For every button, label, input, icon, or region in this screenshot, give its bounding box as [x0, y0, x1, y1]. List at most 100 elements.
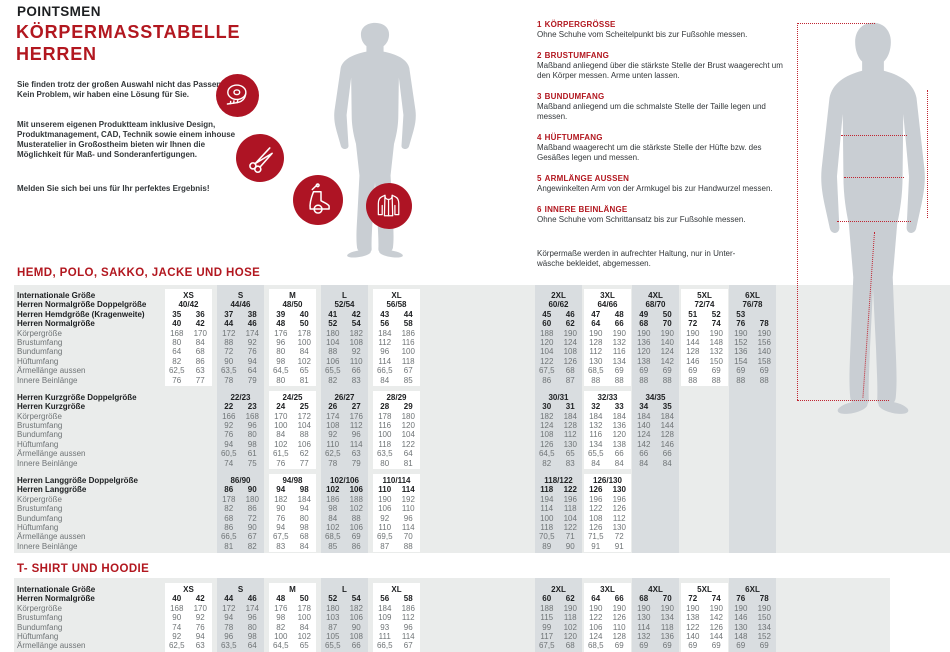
size-cell: 142	[660, 356, 674, 366]
table-row: Herren Langgröße Doppelgröße 86/90 94/98 10…	[0, 476, 950, 485]
size-cell: 186	[326, 494, 340, 504]
size-cell: 148	[709, 337, 723, 347]
size-cell: 80	[247, 622, 257, 632]
size-cell: 138	[686, 613, 700, 623]
size-cell: 90	[172, 613, 182, 623]
size-cell: 52	[328, 594, 338, 604]
size-cell: 118	[563, 613, 577, 623]
size-cell: 48	[276, 594, 286, 604]
size-cell: 63,5	[376, 449, 393, 459]
size-cell: 144	[660, 421, 674, 431]
size-cell: 52	[328, 319, 338, 329]
size-cell: 53	[736, 309, 746, 319]
size-cell: 117	[540, 631, 554, 641]
size-cell: 186	[401, 603, 415, 613]
size-cell: 79	[351, 458, 361, 468]
size-cell: 65	[565, 449, 575, 459]
size-cell: 108	[349, 337, 363, 347]
size-group-header: S	[237, 585, 244, 594]
table-row: Hüftumfang 92 94 96 98 100 102 105 108 111 114 117 1…	[0, 632, 950, 641]
size-cell: 67,5	[538, 366, 555, 376]
size-cell: 178	[378, 411, 392, 421]
size-cell: 88	[299, 430, 309, 440]
table-row: Herren Kurzgröße 22 23 24 25 26 27 28 29 30 31 32 33…	[0, 402, 950, 411]
size-cell: 100	[297, 613, 311, 623]
size-cell: 94	[224, 613, 234, 623]
size-group-header: 102/106	[330, 476, 359, 486]
measure-line-hip	[837, 221, 911, 222]
size-cell: 124	[563, 337, 577, 347]
intro-paragraph: Melden Sie sich bei uns für Ihr perfekte…	[17, 184, 210, 193]
size-cell: 98	[247, 439, 257, 449]
size-cell: 45	[542, 309, 552, 319]
size-cell: 81	[224, 541, 234, 551]
size-cell: 84	[614, 458, 624, 468]
white-column-band	[373, 390, 420, 470]
size-cell: 68,5	[324, 532, 341, 542]
size-cell: 192	[401, 494, 415, 504]
size-group-header: 5XL	[697, 291, 712, 300]
size-cell: 35	[662, 402, 672, 412]
size-cell: 96	[351, 430, 361, 440]
size-cell: 102	[297, 631, 311, 641]
size-cell: 188	[540, 603, 554, 613]
size-cell: 94	[247, 356, 257, 366]
size-cell: 80	[299, 513, 309, 523]
shaded-column-band	[632, 285, 679, 553]
instruction-number: 1	[537, 20, 542, 29]
size-cell: 126	[563, 356, 577, 366]
size-cell: 115	[540, 613, 554, 623]
size-cell: 66	[351, 641, 361, 651]
size-cell: 130	[637, 613, 651, 623]
footnote-line: wäsche bekleidet, abgemessen.	[537, 259, 651, 268]
size-cell: 84	[328, 513, 338, 523]
shaded-column-band	[217, 285, 264, 553]
white-column-band	[681, 583, 728, 652]
white-column-band	[584, 289, 631, 386]
size-cell: 96	[403, 622, 413, 632]
size-cell: 88	[662, 375, 672, 385]
size-cell: 74	[711, 319, 721, 329]
size-cell: 180	[326, 328, 340, 338]
instruction-text: Maßband waagerecht um die stärkste Stell…	[537, 143, 762, 162]
scissors-icon	[248, 146, 273, 173]
table-row: Ärmellänge aussen 60,5 61 61,5 62 62,5 63 63,5 6…	[0, 449, 950, 458]
size-cell: 116	[589, 430, 603, 440]
size-cell: 94	[276, 522, 286, 532]
instruction-title: 2 BRUSTUMFANG	[537, 50, 789, 61]
size-cell: 72	[688, 319, 698, 329]
size-cell: 49	[639, 309, 649, 319]
size-cell: 106	[297, 439, 311, 449]
size-cell: 39	[276, 309, 286, 319]
size-cell: 84	[662, 458, 672, 468]
size-cell: 46	[247, 594, 257, 604]
row-label: Brustumfang	[17, 613, 63, 623]
size-group-header: 52/54	[334, 300, 355, 310]
row-label: Hüftumfang	[17, 522, 59, 532]
size-cell: 82	[247, 541, 257, 551]
size-cell: 152	[734, 337, 748, 347]
size-cell: 170	[193, 603, 207, 613]
size-cell: 112	[563, 430, 577, 440]
size-cell: 77	[195, 375, 205, 385]
size-cell: 120	[401, 421, 415, 431]
shaded-column-band	[535, 285, 582, 553]
size-cell: 48	[614, 309, 624, 319]
size-cell: 114	[401, 485, 415, 495]
white-column-band	[373, 583, 420, 652]
size-cell: 65,5	[587, 449, 604, 459]
size-cell: 184	[378, 328, 392, 338]
size-cell: 108	[540, 430, 554, 440]
size-cell: 22	[224, 402, 234, 412]
size-cell: 78	[759, 319, 769, 329]
size-cell: 64	[591, 319, 601, 329]
table-row: Ärmellänge aussen 62,5 63 63,5 64 64,5 65 65,5 6…	[0, 641, 950, 650]
size-cell: 188	[349, 494, 363, 504]
size-cell: 52	[711, 309, 721, 319]
size-cell: 69	[688, 366, 698, 376]
size-cell: 75	[247, 458, 257, 468]
size-cell: 72	[614, 532, 624, 542]
row-label: Ärmellänge aussen	[17, 366, 86, 376]
size-cell: 176	[274, 603, 288, 613]
size-cell: 172	[222, 328, 236, 338]
